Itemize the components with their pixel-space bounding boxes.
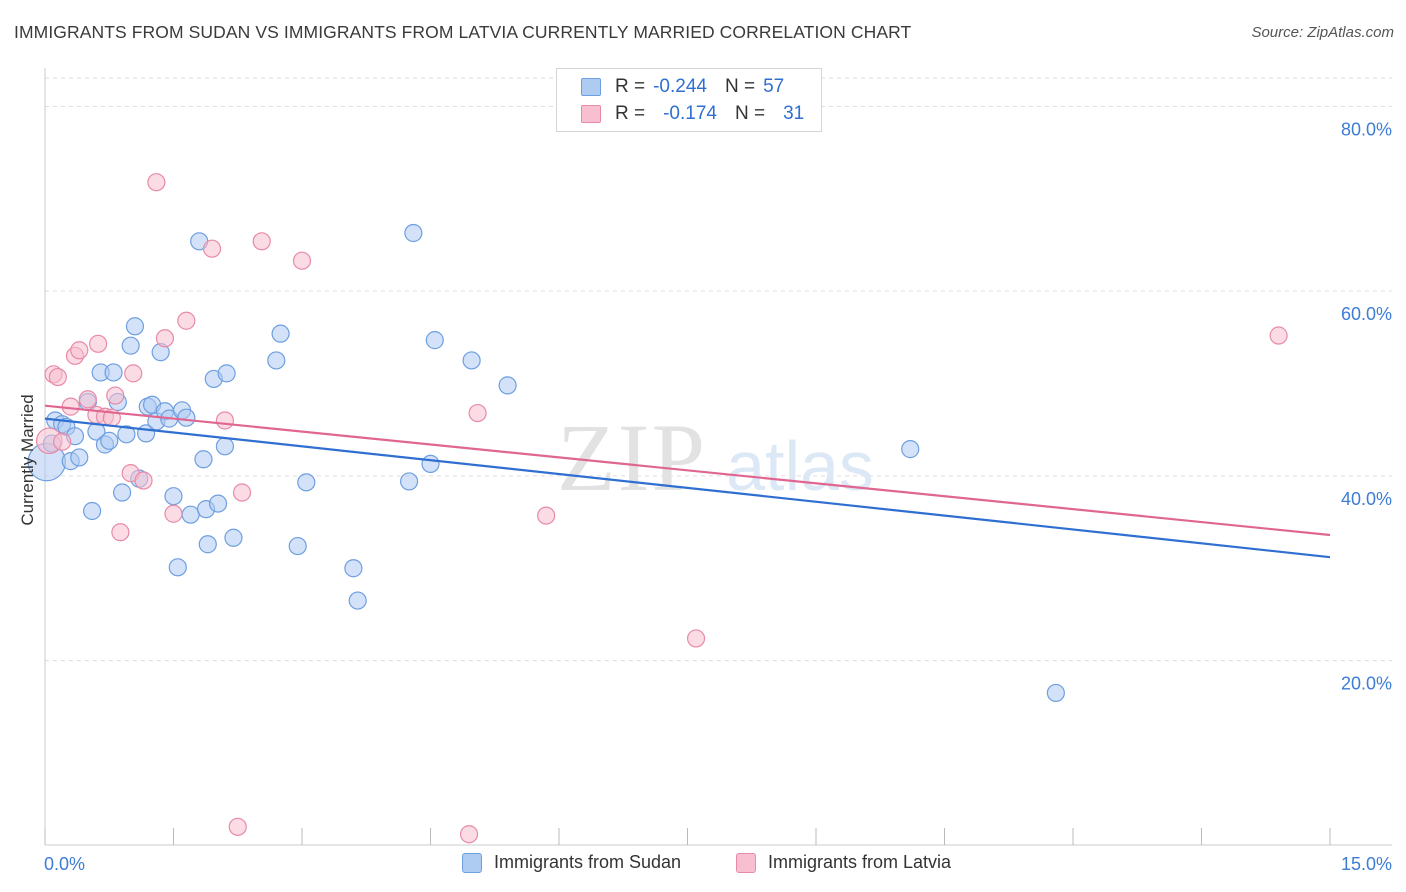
- data-point-sudan: [208, 494, 228, 513]
- data-point-latvia: [202, 239, 222, 258]
- points-layer: [27, 173, 1288, 844]
- data-point-latvia: [147, 173, 166, 192]
- data-point-sudan: [198, 535, 217, 554]
- data-point-sudan: [117, 425, 136, 444]
- data-point-sudan: [70, 448, 89, 467]
- series-legend-latvia: Immigrants from Latvia: [736, 852, 951, 873]
- data-point-sudan: [100, 431, 119, 450]
- data-point-sudan: [194, 450, 213, 469]
- data-point-sudan: [267, 351, 286, 370]
- data-point-sudan: [901, 440, 920, 459]
- axis-layer: [44, 68, 1392, 846]
- data-point-sudan: [462, 351, 481, 370]
- legend-row-sudan: R = -0.244 N = 57: [581, 75, 784, 99]
- data-point-sudan: [224, 528, 243, 547]
- data-point-latvia: [1269, 326, 1288, 345]
- x-tick-label: 15.0%: [1341, 854, 1392, 874]
- data-point-sudan: [288, 536, 307, 556]
- data-point-sudan: [164, 487, 183, 506]
- tick-label-layer: 20.0% 40.0% 60.0% 80.0% 0.0% 15.0%: [44, 119, 1392, 874]
- data-point-sudan: [421, 454, 440, 473]
- y-axis-label-wrap: Currently Married: [16, 250, 40, 670]
- y-tick-label: 20.0%: [1341, 674, 1392, 694]
- trend-line-sudan: [44, 417, 1331, 559]
- data-point-sudan: [344, 559, 363, 578]
- series-legend: Immigrants from Sudan Immigrants from La…: [0, 852, 1406, 878]
- data-point-sudan: [425, 331, 444, 350]
- data-point-latvia: [468, 403, 487, 423]
- trend-line-latvia: [44, 404, 1331, 537]
- data-point-latvia: [292, 251, 312, 270]
- data-point-latvia: [53, 432, 72, 451]
- data-point-latvia: [111, 523, 130, 542]
- data-point-sudan: [217, 364, 236, 383]
- legend-r-value: -0.174: [663, 103, 717, 124]
- data-point-latvia: [70, 341, 89, 360]
- data-point-latvia: [89, 334, 108, 353]
- data-point-sudan: [104, 363, 123, 382]
- y-tick-label: 60.0%: [1341, 304, 1392, 324]
- data-point-sudan: [297, 473, 316, 492]
- data-point-sudan: [121, 336, 140, 355]
- chart-title: IMMIGRANTS FROM SUDAN VS IMMIGRANTS FROM…: [14, 22, 912, 42]
- data-point-sudan: [498, 376, 517, 395]
- data-point-sudan: [399, 472, 419, 491]
- data-point-sudan: [177, 408, 196, 427]
- data-point-latvia: [134, 471, 153, 490]
- legend-swatch-latvia: [581, 105, 601, 123]
- data-point-sudan: [125, 317, 145, 336]
- series-label-latvia: Immigrants from Latvia: [768, 852, 952, 872]
- y-tick-label: 40.0%: [1341, 489, 1392, 509]
- data-point-latvia: [106, 386, 125, 405]
- data-point-sudan: [348, 591, 367, 610]
- series-label-sudan: Immigrants from Sudan: [494, 852, 682, 872]
- series-legend-sudan: Immigrants from Sudan: [462, 852, 681, 873]
- data-point-latvia: [164, 504, 183, 523]
- data-point-sudan: [1046, 683, 1065, 703]
- data-point-latvia: [78, 390, 97, 409]
- data-point-latvia: [537, 506, 556, 525]
- data-point-latvia: [177, 311, 196, 330]
- data-point-latvia: [232, 483, 252, 502]
- y-tick-label: 80.0%: [1341, 119, 1392, 139]
- x-tick-label: 0.0%: [44, 854, 85, 874]
- data-point-latvia: [686, 629, 706, 648]
- y-axis-label: Currently Married: [18, 394, 37, 526]
- watermark-atlas: atlas: [726, 427, 874, 505]
- data-point-sudan: [168, 558, 187, 577]
- data-point-sudan: [271, 324, 290, 343]
- grid-layer: [45, 77, 1392, 662]
- series-swatch-latvia: [736, 852, 756, 873]
- legend-r-label: R =: [615, 103, 646, 124]
- source-credit: Source: ZipAtlas.com: [1251, 24, 1394, 41]
- legend-n-value: 57: [763, 76, 785, 97]
- legend-n-label: N =: [734, 103, 766, 124]
- data-point-latvia: [228, 817, 247, 836]
- legend-n-value: 31: [783, 103, 805, 124]
- data-point-latvia: [124, 364, 143, 383]
- data-point-latvia: [155, 329, 175, 348]
- legend-r-value: -0.244: [653, 76, 707, 97]
- data-point-latvia: [459, 825, 479, 844]
- legend: R = -0.244 N = 57 R = -0.174 N = 31: [556, 68, 822, 132]
- trend-layer: [44, 404, 1331, 559]
- data-point-sudan: [215, 437, 234, 456]
- data-point-sudan: [404, 223, 423, 243]
- data-point-sudan: [112, 483, 132, 502]
- legend-r-label: R =: [615, 76, 646, 97]
- legend-n-label: N =: [724, 76, 756, 97]
- data-point-latvia: [252, 232, 271, 251]
- legend-row-latvia: R = -0.174 N = 31: [581, 102, 804, 126]
- data-point-latvia: [48, 367, 67, 387]
- legend-swatch-sudan: [581, 78, 601, 96]
- data-point-latvia: [215, 411, 234, 430]
- data-point-sudan: [83, 501, 102, 521]
- watermark-zip: ZIP: [557, 404, 707, 511]
- data-point-sudan: [181, 505, 200, 524]
- series-swatch-sudan: [462, 852, 482, 873]
